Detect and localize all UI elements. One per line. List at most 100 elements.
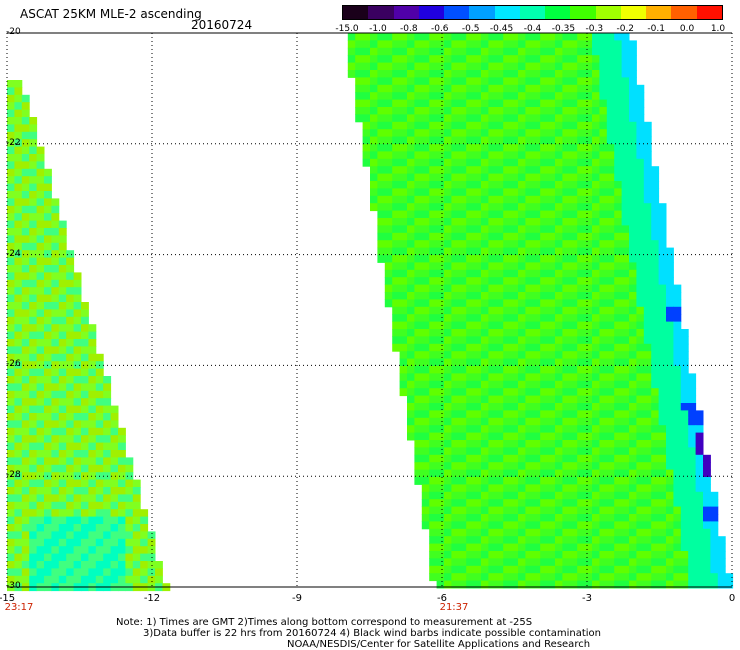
swath-cell	[540, 33, 549, 41]
swath-cell	[436, 403, 445, 411]
swath-cell	[577, 417, 586, 426]
swath-cell	[636, 247, 645, 256]
swath-cell	[392, 33, 401, 41]
swath-cell	[577, 107, 586, 115]
swath-cell	[577, 255, 586, 263]
swath-cell	[81, 472, 89, 481]
swath-cell	[680, 551, 689, 559]
swath-cell	[14, 109, 23, 118]
swath-cell	[680, 373, 689, 382]
swath-cell	[614, 580, 623, 589]
swath-cell	[436, 306, 445, 315]
swath-cell	[525, 232, 534, 241]
swath-cell	[547, 462, 556, 471]
swath-cell	[407, 292, 415, 300]
swath-cell	[444, 484, 452, 493]
swath-cell	[495, 558, 504, 567]
swath-cell	[510, 321, 519, 330]
swath-cell	[680, 573, 689, 582]
swath-cell	[421, 55, 430, 64]
swath-cell	[643, 277, 652, 286]
swath-cell	[458, 528, 467, 537]
swath-cell	[621, 195, 630, 204]
swath-cell	[488, 403, 497, 411]
swath-cell	[562, 84, 571, 93]
swath-cell	[429, 454, 438, 463]
swath-cell	[555, 521, 563, 530]
swath-cell	[532, 410, 541, 419]
swath-cell	[666, 536, 674, 545]
swath-cell	[673, 484, 682, 493]
swath-cell	[688, 514, 697, 522]
swath-cell	[429, 551, 438, 559]
swath-cell	[658, 536, 667, 545]
swath-cell	[569, 514, 578, 522]
swath-cell	[51, 346, 60, 355]
swath-cell	[466, 55, 475, 64]
swath-cell	[555, 454, 563, 463]
swath-cell	[488, 299, 497, 308]
swath-cell	[88, 568, 97, 577]
swath-cell	[110, 464, 119, 473]
swath-cell	[414, 62, 423, 71]
swath-cell	[599, 358, 608, 367]
swath-cell	[503, 62, 512, 71]
swath-cell	[88, 524, 97, 532]
swath-cell	[651, 314, 660, 323]
swath-cell	[584, 506, 593, 515]
swath-cell	[51, 501, 60, 510]
swath-cell	[429, 195, 438, 204]
swath-cell	[66, 272, 75, 281]
swath-cell	[429, 314, 438, 323]
swath-cell	[392, 84, 401, 93]
swath-cell	[592, 432, 600, 441]
swath-cell	[392, 247, 401, 256]
swath-cell	[540, 366, 549, 374]
swath-cell	[481, 99, 489, 108]
swath-cell	[473, 255, 482, 263]
swath-cell	[540, 225, 549, 234]
swath-cell	[21, 376, 30, 384]
swath-cell	[481, 573, 489, 582]
swath-cell	[495, 506, 504, 515]
swath-cell	[547, 477, 556, 485]
swath-cell	[614, 521, 623, 530]
swath-cell	[81, 568, 89, 577]
swath-cell	[29, 287, 38, 296]
swath-cell	[577, 99, 586, 108]
swath-cell	[429, 514, 438, 522]
swath-cell	[88, 516, 97, 525]
swath-cell	[629, 329, 637, 337]
swath-cell	[51, 390, 60, 399]
swath-cell	[584, 440, 593, 448]
swath-cell	[629, 403, 637, 411]
swath-cell	[58, 361, 67, 370]
swath-cell	[444, 173, 452, 182]
swath-cell	[510, 92, 519, 101]
swath-cell	[555, 432, 563, 441]
swath-cell	[88, 405, 97, 414]
swath-cell	[584, 521, 593, 530]
swath-cell	[673, 580, 682, 589]
swath-cell	[488, 314, 497, 323]
swath-cell	[606, 580, 615, 589]
swath-cell	[51, 516, 60, 525]
swath-cell	[451, 240, 460, 249]
swath-cell	[95, 524, 104, 532]
swath-cell	[503, 225, 512, 234]
swath-cell	[614, 373, 623, 382]
swath-cell	[518, 225, 526, 234]
swath-cell	[429, 477, 438, 485]
swath-cell	[392, 188, 401, 197]
swath-cell	[473, 203, 482, 212]
color-scale-label: 0.0	[679, 24, 695, 34]
swath-cell	[643, 321, 652, 330]
swath-cell	[658, 232, 667, 241]
swath-cell	[407, 136, 415, 145]
swath-cell	[436, 506, 445, 515]
swath-cell	[643, 225, 652, 234]
swath-cell	[421, 462, 430, 471]
swath-cell	[103, 553, 112, 562]
swath-cell	[651, 477, 660, 485]
swath-cell	[510, 477, 519, 485]
